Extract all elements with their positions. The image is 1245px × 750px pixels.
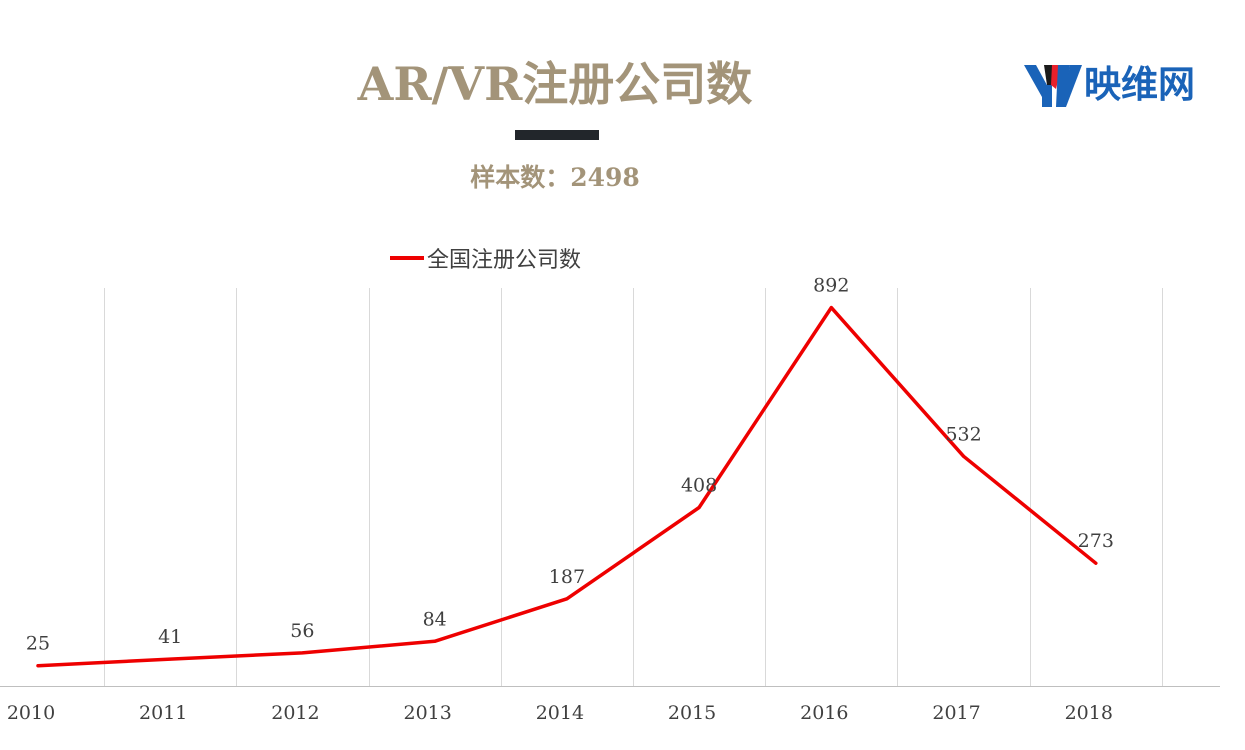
data-point (697, 506, 701, 509)
chart-legend: 全国注册公司数 (390, 240, 581, 276)
data-point (433, 639, 437, 643)
data-label: 84 (423, 608, 447, 630)
chart-title: AR/VR注册公司数 (357, 57, 753, 111)
series-line (36, 305, 1098, 668)
x-tick-label: 2016 (800, 702, 848, 724)
data-label: 56 (290, 620, 314, 642)
x-tick-label: 2012 (271, 702, 319, 724)
chart-subtitle: 样本数：2498 (470, 163, 640, 192)
x-tick-label: 2018 (1065, 702, 1113, 724)
data-label: 25 (26, 633, 50, 655)
data-point (168, 657, 172, 661)
x-tick-label: 2015 (668, 702, 716, 724)
data-point (1094, 561, 1098, 565)
x-tick-label: 2013 (403, 702, 451, 724)
data-point (829, 306, 833, 310)
logo: 映维网 (1024, 62, 1195, 108)
data-label: 892 (813, 275, 849, 297)
data-point (36, 664, 40, 668)
x-tick-label: 2014 (536, 702, 584, 724)
title-underline-bar (515, 130, 599, 140)
data-label: 187 (549, 566, 585, 588)
logo-text: 映维网 (1084, 63, 1195, 106)
x-tick-label: 2010 (7, 702, 55, 724)
legend-line-swatch (390, 256, 424, 260)
data-point (962, 454, 966, 458)
data-label: 41 (158, 626, 182, 648)
yv-logo-icon (1024, 65, 1082, 107)
data-label: 273 (1078, 530, 1114, 552)
legend-label: 全国注册公司数 (427, 248, 582, 273)
data-point (565, 597, 569, 601)
data-point (300, 651, 304, 655)
x-tick-label: 2017 (932, 702, 980, 724)
x-axis: 2010 2011 2012 2013 2014 2015 2016 2017 2018 (0, 686, 1220, 724)
data-labels: 25 41 56 84 187 408 892 532 273 (26, 275, 1114, 655)
series-layer (36, 305, 1098, 668)
data-label: 408 (681, 475, 717, 497)
data-label: 532 (945, 423, 981, 445)
x-tick-label: 2011 (139, 702, 187, 724)
